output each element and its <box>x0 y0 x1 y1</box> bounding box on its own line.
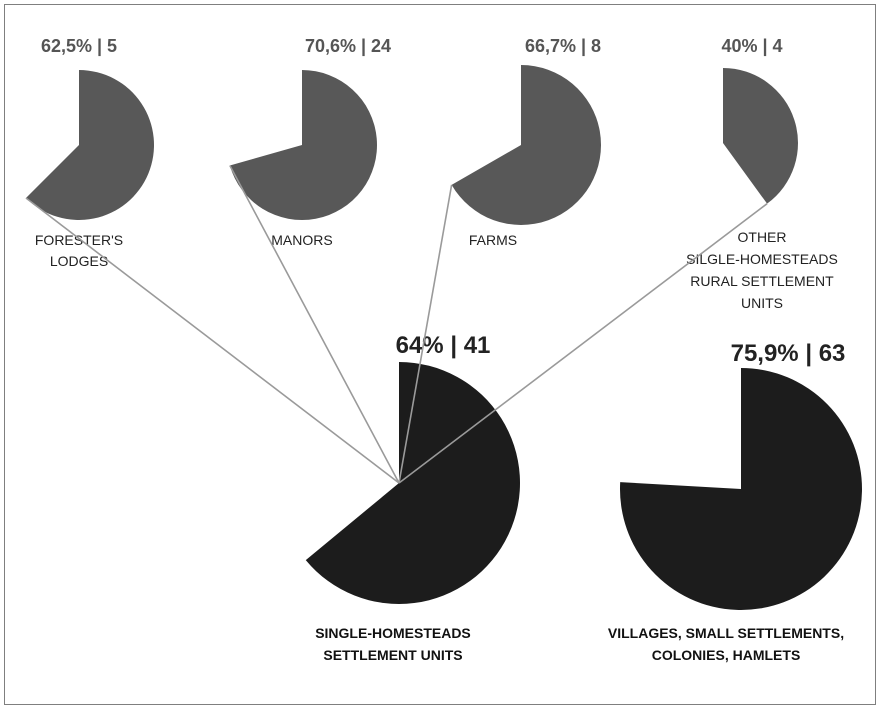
category-label-line: VILLAGES, SMALL SETTLEMENTS, <box>608 625 844 641</box>
pie-slice-villages <box>619 368 862 610</box>
category-label-villages: VILLAGES, SMALL SETTLEMENTS, COLONIES, HA… <box>608 625 844 663</box>
category-label-line: COLONIES, HAMLETS <box>652 647 801 663</box>
connector-line-other <box>398 203 768 484</box>
category-label-line: FORESTER'S <box>35 232 123 248</box>
pie-slice-single <box>305 362 521 604</box>
category-label-single: SINGLE-HOMESTEADS SETTLEMENT UNITS <box>315 625 471 663</box>
category-label-manors: MANORS <box>271 232 332 248</box>
pie-slice-foresters <box>25 70 155 220</box>
pie-slice-farms <box>451 65 601 225</box>
pie-group: 62,5% | 5 FORESTER'S LODGES 70,6% | 24 MANOR… <box>25 36 862 663</box>
value-label-villages: 75,9% | 63 <box>731 340 846 367</box>
value-label-other: 40% | 4 <box>721 36 782 56</box>
pie-slice-other <box>723 68 799 204</box>
category-label-line: MANORS <box>271 232 332 248</box>
category-label-other: OTHER SILGLE-HOMESTEADS RURAL SETTLEMENT UN… <box>686 229 838 311</box>
category-label-line: SETTLEMENT UNITS <box>323 647 462 663</box>
connector-line-farms <box>398 184 453 484</box>
category-label-line: LODGES <box>50 253 108 269</box>
connector-line-manors <box>229 165 400 484</box>
category-label-line: RURAL SETTLEMENT <box>690 273 834 289</box>
category-label-line: FARMS <box>469 232 517 248</box>
category-label-line: UNITS <box>741 295 783 311</box>
value-label-single: 64% | 41 <box>396 332 491 359</box>
value-label-foresters: 62,5% | 5 <box>41 36 117 56</box>
value-label-manors: 70,6% | 24 <box>305 36 391 56</box>
category-label-line: OTHER <box>738 229 787 245</box>
category-label-line: SINGLE-HOMESTEADS <box>315 625 471 641</box>
connector-line-foresters <box>25 197 400 484</box>
category-label-farms: FARMS <box>469 232 517 248</box>
value-label-farms: 66,7% | 8 <box>525 36 601 56</box>
connector-lines <box>25 165 768 484</box>
pie-slice-manors <box>229 69 378 221</box>
category-label-foresters: FORESTER'S LODGES <box>35 232 123 269</box>
category-label-line: SILGLE-HOMESTEADS <box>686 251 838 267</box>
